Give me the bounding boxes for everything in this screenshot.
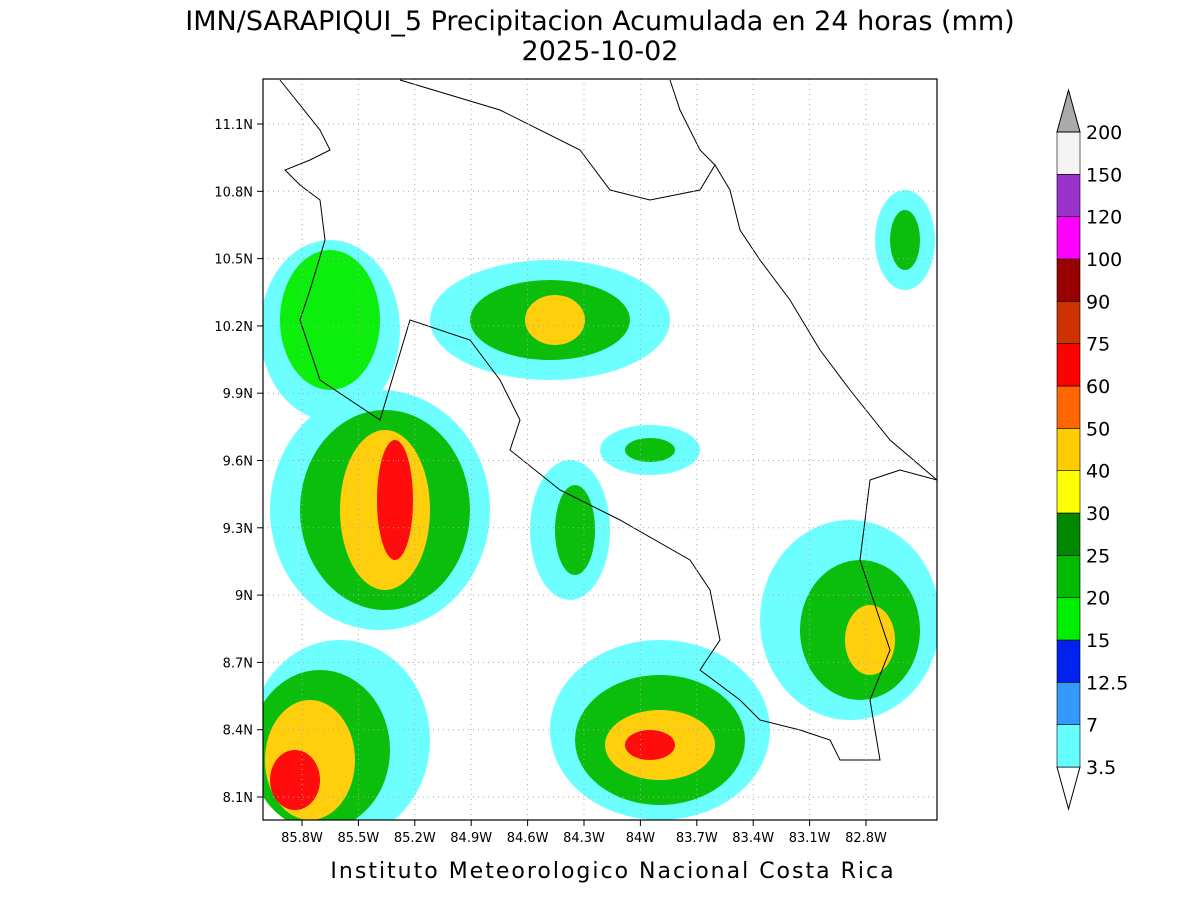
lon-tick-label: 84.9W — [450, 831, 492, 846]
colorbar-label: 150 — [1086, 164, 1122, 186]
lon-tick-label: 84.3W — [563, 831, 605, 846]
colorbar-under — [1056, 766, 1081, 811]
colorbar-box — [1056, 597, 1081, 641]
precip-field — [263, 79, 937, 820]
colorbar-box — [1056, 258, 1081, 302]
lon-tick-label: 83.7W — [676, 831, 718, 846]
colorbar-box — [1056, 682, 1081, 725]
lat-tick-label: 9.3N — [223, 522, 253, 537]
lat-tick-label: 10.8N — [214, 185, 253, 200]
colorbar-label: 50 — [1086, 418, 1110, 440]
colorbar-over — [1056, 88, 1081, 133]
lat-tick-label: 9N — [235, 589, 253, 604]
lat-tick-label: 11.1N — [214, 118, 253, 133]
lat-tick-label: 10.5N — [214, 253, 253, 268]
colorbar: 3.5 7 12.5 15 20 25 30 40 50 60 75 90 100 120 150 200 — [1056, 88, 1128, 811]
colorbar-label: 200 — [1086, 122, 1122, 144]
lat-tick-label: 8.1N — [223, 791, 253, 806]
colorbar-label: 75 — [1086, 334, 1110, 356]
colorbar-box — [1056, 385, 1081, 429]
lat-tick-label: 8.4N — [223, 724, 253, 739]
lon-tick-label: 83.1W — [789, 831, 831, 846]
colorbar-box — [1056, 639, 1081, 683]
colorbar-label: 25 — [1086, 545, 1110, 567]
colorbar-box — [1056, 512, 1081, 556]
lon-tick-label: 83.4W — [732, 831, 774, 846]
colorbar-label: 3.5 — [1086, 757, 1116, 779]
lat-tick-label: 9.9N — [223, 387, 253, 402]
colorbar-box — [1056, 470, 1081, 514]
lat-tick-label: 8.7N — [223, 656, 253, 671]
colorbar-box — [1056, 131, 1081, 175]
lat-tick-label: 9.6N — [223, 455, 253, 470]
subtitle: 2025-10-02 — [522, 36, 679, 67]
colorbar-box — [1056, 724, 1081, 768]
lon-tick-label: 85.5W — [337, 831, 379, 846]
lat-tick-label: 10.2N — [214, 320, 253, 335]
lon-tick-label: 84.6W — [507, 831, 549, 846]
colorbar-box — [1056, 216, 1081, 260]
colorbar-box — [1056, 343, 1081, 387]
colorbar-label: 15 — [1086, 630, 1110, 652]
graticule: 85.8W 85.5W 85.2W 84.9W 84.6W 84.3W 84W 83.7W 83… — [214, 79, 937, 846]
lon-tick-label: 84W — [626, 831, 656, 846]
colorbar-label: 7 — [1086, 715, 1098, 737]
colorbar-label: 100 — [1086, 249, 1122, 271]
colorbar-label: 12.5 — [1086, 672, 1128, 694]
colorbar-label: 20 — [1086, 588, 1110, 610]
colorbar-label: 30 — [1086, 503, 1110, 525]
footer: Instituto Meteorologico Nacional Costa R… — [330, 859, 895, 884]
colorbar-box — [1056, 301, 1081, 344]
lon-tick-label: 85.8W — [281, 831, 323, 846]
title: IMN/SARAPIQUI_5 Precipitacion Acumulada … — [185, 6, 1014, 37]
map-frame — [262, 78, 938, 821]
colorbar-box — [1056, 428, 1081, 471]
colorbar-label: 40 — [1086, 461, 1110, 483]
lon-tick-label: 85.2W — [394, 831, 436, 846]
lon-tick-label: 82.8W — [845, 831, 887, 846]
colorbar-box — [1056, 555, 1081, 598]
colorbar-label: 120 — [1086, 207, 1122, 229]
colorbar-label: 90 — [1086, 291, 1110, 313]
colorbar-label: 60 — [1086, 376, 1110, 398]
colorbar-box — [1056, 174, 1081, 217]
